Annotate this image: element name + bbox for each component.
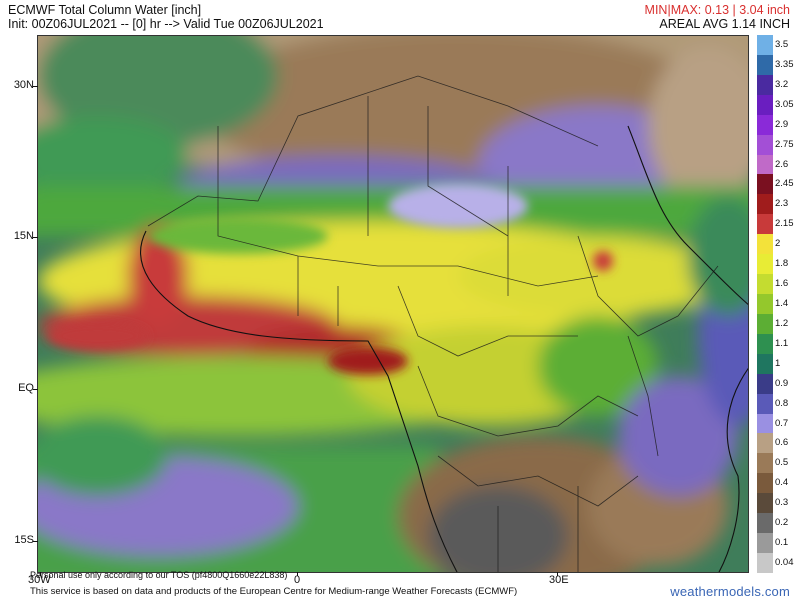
tos-notice: Personal use only according to our TOS (… [30,570,288,580]
colorbar-label: 0.3 [775,497,789,509]
init-valid-line: Init: 00Z06JUL2021 -- [0] hr --> Valid T… [8,17,324,31]
colorbar-label: 3.5 [775,38,789,50]
colorbar [757,35,773,573]
colorbar-label: 1.6 [775,278,789,290]
source-credit: This service is based on data and produc… [30,586,518,597]
colorbar-swatch [757,473,773,494]
colorbar-label: 0.8 [775,397,789,409]
colorbar-label: 1.4 [775,298,789,309]
coastline [140,125,748,572]
colorbar-swatch [757,393,773,414]
lat-tick [33,86,38,87]
colorbar-swatch [757,433,773,454]
colorbar-swatch [757,114,773,135]
lat-tick [33,541,38,542]
colorbar-swatch [757,274,773,294]
colorbar-swatch [757,174,773,195]
chart-title: ECMWF Total Column Water [inch] [8,3,202,17]
colorbar-swatch [757,194,773,215]
colorbar-label: 0.7 [775,417,789,429]
colorbar-swatch [757,35,773,55]
lon-label-0: 0 [294,574,301,586]
brand-logo[interactable]: weathermodels.com [670,584,790,599]
colorbar-swatch [757,513,773,534]
colorbar-label: 0.9 [775,377,789,389]
colorbar-label: 2.6 [775,158,789,170]
colorbar-label: 0.04 [775,557,794,569]
colorbar-swatch [757,313,773,334]
colorbar-swatch [757,373,773,394]
areal-average-readout: AREAL AVG 1.14 INCH [659,17,790,31]
lon-tick [40,572,41,576]
colorbar-swatch [757,254,773,275]
colorbar-swatch [757,94,773,115]
min-max-readout: MIN|MAX: 0.13 | 3.04 inch [644,3,790,17]
colorbar-label: 0.4 [775,477,789,489]
colorbar-label: 3.2 [775,78,789,90]
colorbar-swatch [757,54,773,75]
colorbar-label: 2 [775,238,781,250]
lat-label-15s: 15S [14,534,34,546]
colorbar-swatch [757,493,773,514]
colorbar-label: 2.45 [775,178,794,190]
colorbar-label: 2.15 [775,218,794,230]
map-field-svg [38,36,748,572]
lon-tick [297,572,298,576]
lat-label-eq: EQ [18,382,34,394]
colorbar-label: 0.6 [775,437,789,449]
lon-label-30w: 30W [28,574,51,586]
colorbar-label: 2.9 [775,118,789,130]
colorbar-swatch [757,74,773,95]
colorbar-label: 3.35 [775,58,794,70]
colorbar-label: 0.5 [775,457,789,469]
colorbar-swatch [757,293,773,314]
colorbar-label: 1.2 [775,317,789,329]
lon-tick [557,572,558,576]
colorbar-label: 0.2 [775,517,789,529]
colorbar-label: 3.05 [775,98,794,110]
colorbar-label: 1.1 [775,337,789,349]
colorbar-label: 0.1 [775,537,789,549]
colorbar-swatch [757,552,773,573]
lon-label-30e: 30E [549,574,569,586]
colorbar-swatch [757,413,773,434]
lat-tick [33,237,38,238]
colorbar-swatch [757,333,773,354]
colorbar-label: 2.75 [775,138,794,150]
colorbar-label: 2.3 [775,198,789,210]
colorbar-swatch [757,214,773,235]
colorbar-swatch [757,234,773,255]
colorbar-label: 1 [775,357,781,369]
moisture-detail [48,184,613,375]
lat-label-15n: 15N [13,230,34,242]
colorbar-swatch [757,453,773,474]
colorbar-swatch [757,533,773,553]
colorbar-swatch [757,353,773,374]
borders [147,75,719,572]
colorbar-swatch [757,134,773,155]
colorbar-label: 1.8 [775,258,789,270]
moisture-field [38,36,748,572]
total-column-water-map [37,35,749,573]
lat-label-30n: 30N [13,79,34,91]
lat-tick [33,389,38,390]
colorbar-swatch [757,154,773,175]
